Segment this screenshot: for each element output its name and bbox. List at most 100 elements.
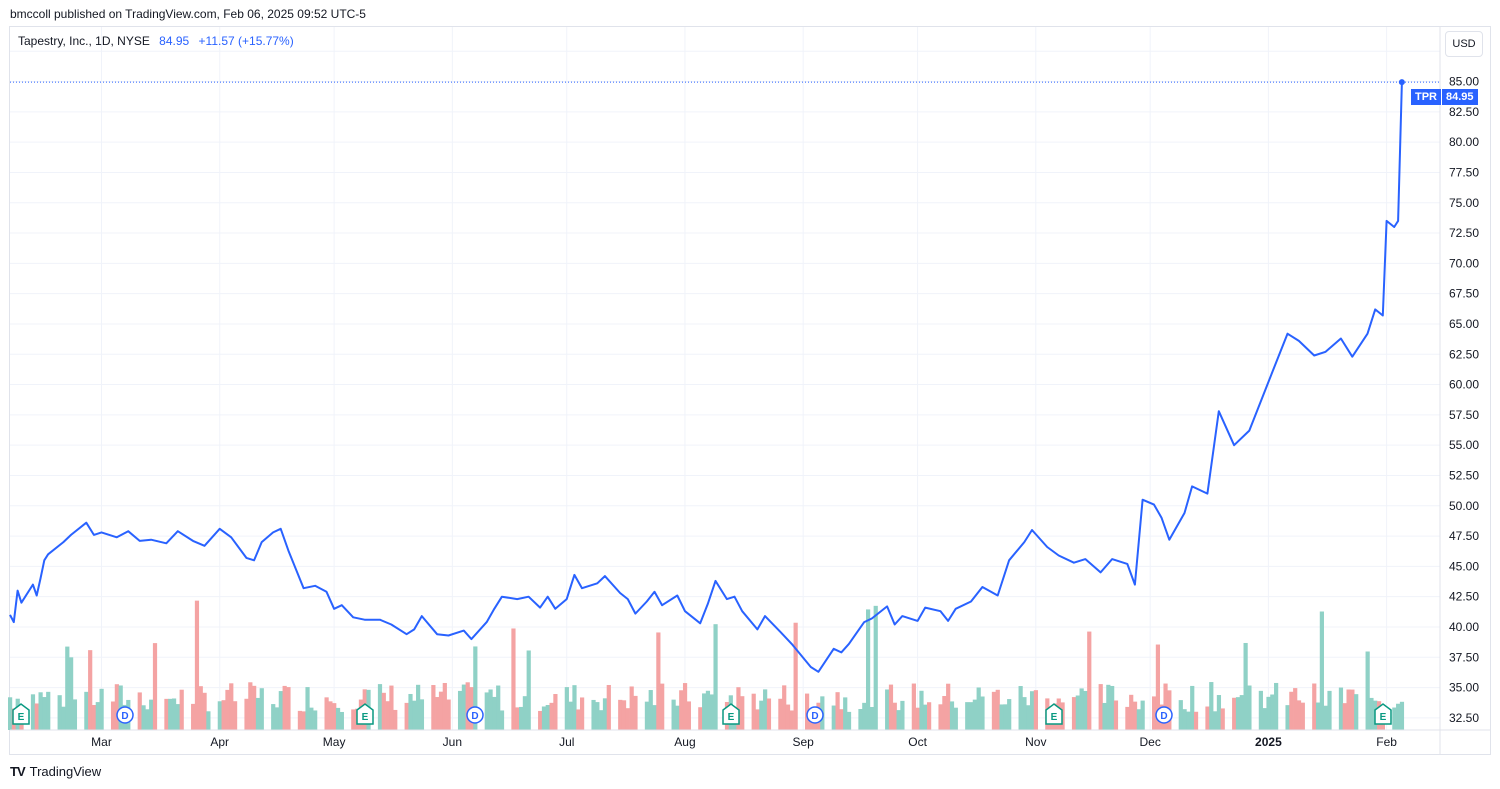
volume-bar [1178, 700, 1183, 730]
volume-bar [492, 696, 497, 730]
volume-bar [541, 706, 547, 730]
volume-bar [339, 711, 344, 730]
volume-bar [435, 697, 440, 730]
currency-button[interactable]: USD [1445, 31, 1483, 57]
volume-bar [976, 687, 981, 730]
dividend-marker-icon: D [466, 706, 484, 724]
price-tick-label: 52.50 [1449, 468, 1479, 482]
brand[interactable]: TV TradingView [10, 764, 101, 779]
volume-bar [465, 682, 470, 730]
volume-bar [114, 684, 119, 730]
volume-bar [1129, 694, 1134, 730]
volume-bar [393, 709, 398, 730]
price-tick-label: 77.50 [1449, 165, 1479, 179]
volume-bar [1346, 689, 1351, 730]
volume-bar [679, 690, 684, 730]
earnings-marker-icon: E [1374, 703, 1392, 725]
volume-bar [591, 699, 596, 730]
volume-bar [225, 689, 230, 730]
volume-bar [1186, 711, 1191, 730]
volume-bar [1296, 700, 1302, 730]
volume-bar [496, 685, 501, 730]
price-tick-label: 60.00 [1449, 378, 1479, 392]
legend-symbol: Tapestry, Inc., 1D, NYSE [18, 34, 150, 48]
volume-bar [438, 691, 444, 730]
volume-bar [629, 686, 634, 730]
volume-bar [1079, 688, 1084, 730]
volume-bar [511, 628, 516, 730]
volume-bar [1190, 685, 1195, 730]
chart-legend: Tapestry, Inc., 1D, NYSE 84.95 +11.57 (+… [18, 34, 294, 48]
price-tick-label: 45.00 [1449, 559, 1479, 573]
volume-bar [1007, 699, 1012, 730]
volume-bar [202, 692, 207, 730]
svg-text:E: E [18, 712, 25, 723]
volume-bar [991, 691, 997, 730]
volume-bar [419, 699, 425, 730]
volume-bar [1274, 682, 1279, 730]
price-tick-label: 85.00 [1449, 75, 1479, 89]
dividend-marker-icon: D [116, 706, 134, 724]
earnings-marker-icon: E [1045, 703, 1063, 725]
svg-text:E: E [1380, 712, 1387, 723]
time-axis: Mar Apr May Jun Jul Aug Sep Oct Nov Dec 2025 Feb [91, 735, 1397, 749]
volume-bar [229, 683, 234, 730]
time-tick-label: May [323, 735, 346, 749]
volume-bar [923, 704, 928, 730]
volume-bar [705, 690, 711, 730]
volume-bar [946, 683, 951, 730]
time-tick-label: Mar [91, 735, 112, 749]
volume-bar [644, 701, 650, 730]
volume-bar [869, 706, 875, 730]
volume-bar [171, 698, 177, 730]
volume-bar [191, 703, 196, 730]
volume-bar [633, 695, 638, 730]
volume-bar [244, 698, 249, 730]
price-tick-label: 57.50 [1449, 408, 1479, 422]
volume-bar [755, 709, 760, 730]
volume-bar [1392, 707, 1397, 730]
volume-bar [168, 698, 173, 730]
price-tag-value: 84.95 [1442, 89, 1478, 105]
volume-bar [99, 688, 104, 730]
dividend-marker-icon: D [1155, 706, 1173, 724]
volume-bar [381, 692, 386, 730]
volume-bar [927, 702, 932, 730]
volume-bar [1003, 704, 1008, 730]
volume-bar [332, 703, 337, 730]
volume-bar [789, 710, 794, 730]
volume-bar [686, 701, 691, 730]
volume-bar [953, 707, 958, 730]
volume-bar [911, 683, 916, 730]
volume-bar [1029, 691, 1035, 730]
volume-bar [69, 657, 74, 730]
volume-bar [1152, 696, 1157, 730]
volume-bar [313, 710, 318, 730]
volume-bar [576, 709, 581, 730]
volume-bar [1140, 700, 1145, 730]
volume-bar [309, 707, 314, 730]
volume-bar [335, 707, 341, 730]
price-tick-label: 65.00 [1449, 317, 1479, 331]
volume-bar [580, 697, 585, 730]
volume-bar [965, 702, 970, 730]
volume-bar [286, 687, 291, 730]
volume-bar [1270, 694, 1275, 730]
volume-bar [972, 699, 977, 730]
volume-bar [1193, 711, 1199, 730]
volume-bar [702, 693, 707, 730]
volume-bar [763, 689, 768, 730]
price-tick-label: 47.50 [1449, 529, 1479, 543]
price-tick-label: 50.00 [1449, 499, 1479, 513]
volume-bar [1026, 705, 1031, 730]
volume-bar [1369, 697, 1374, 730]
volume-bar [324, 697, 329, 730]
earnings-marker-icon: E [722, 703, 740, 725]
volume-bar [1315, 702, 1321, 730]
price-tick-label: 42.50 [1449, 590, 1479, 604]
earnings-marker-icon: E [12, 703, 30, 725]
last-price-dot [1398, 79, 1405, 86]
price-tag-ticker: TPR [1411, 89, 1441, 105]
volume-bar [1071, 697, 1077, 730]
